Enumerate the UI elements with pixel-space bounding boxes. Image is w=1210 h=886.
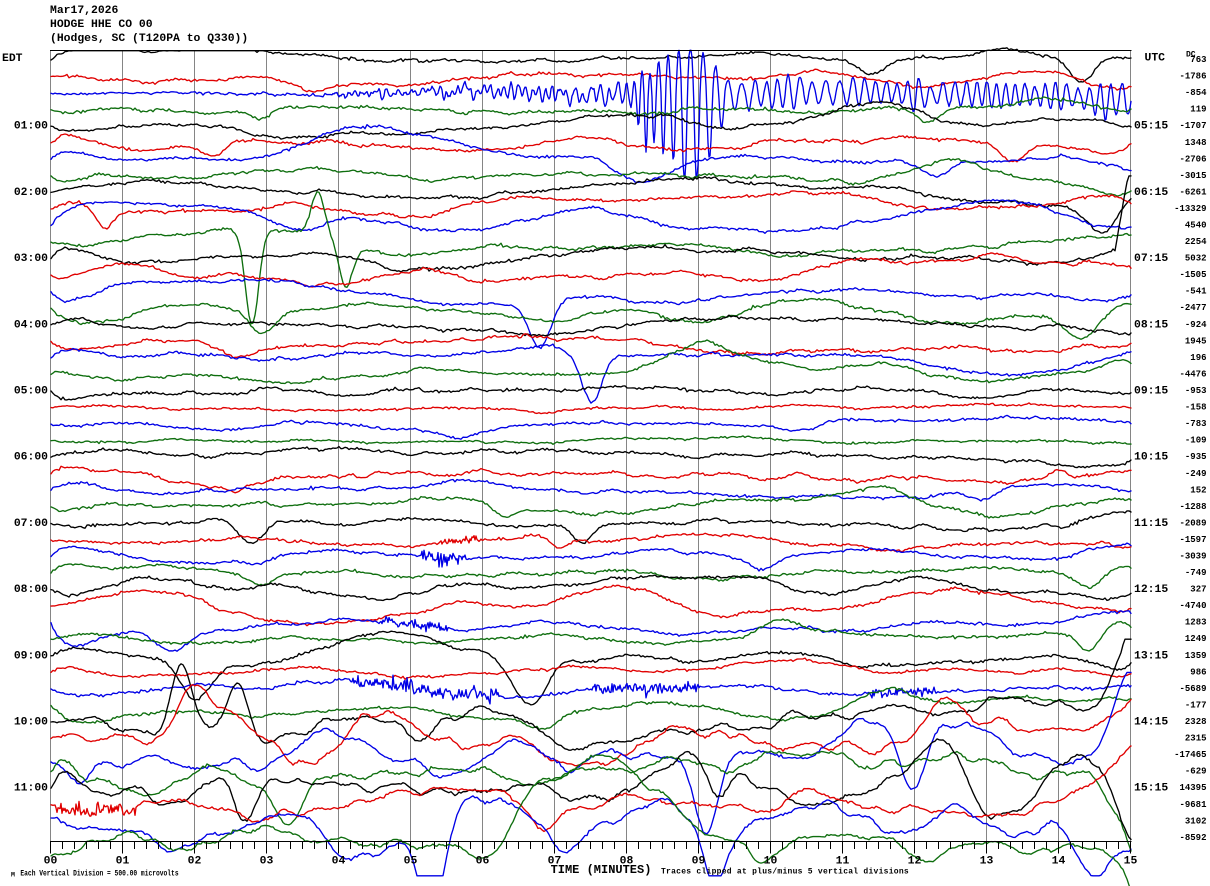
svg-text:-109: -109 xyxy=(1185,436,1207,446)
svg-text:04:00: 04:00 xyxy=(14,319,48,331)
svg-text:152: 152 xyxy=(1190,485,1206,495)
svg-text:11:00: 11:00 xyxy=(14,783,48,795)
svg-text:-5689: -5689 xyxy=(1179,684,1206,694)
svg-text:-953: -953 xyxy=(1185,386,1207,396)
svg-text:763: 763 xyxy=(1190,55,1206,65)
svg-text:1945: 1945 xyxy=(1185,336,1207,346)
svg-text:2254: 2254 xyxy=(1185,237,1207,247)
svg-text:-749: -749 xyxy=(1185,568,1207,578)
svg-text:-9681: -9681 xyxy=(1179,800,1207,810)
svg-text:1249: 1249 xyxy=(1185,634,1207,644)
svg-text:05:00: 05:00 xyxy=(14,386,48,398)
svg-text:Traces clipped at plus/minus 5: Traces clipped at plus/minus 5 vertical … xyxy=(661,868,909,877)
svg-text:15: 15 xyxy=(1124,856,1138,868)
svg-text:-629: -629 xyxy=(1185,767,1207,777)
svg-text:-1288: -1288 xyxy=(1179,502,1206,512)
svg-text:07:00: 07:00 xyxy=(14,518,48,530)
svg-text:-4476: -4476 xyxy=(1179,369,1206,379)
svg-text:EDT: EDT xyxy=(2,53,23,65)
svg-text:Each Vertical Division = 500.: Each Vertical Division = 500.00 microvol… xyxy=(20,870,178,879)
svg-text:01:00: 01:00 xyxy=(14,121,48,133)
svg-text:2315: 2315 xyxy=(1185,734,1207,744)
svg-text:-2477: -2477 xyxy=(1179,303,1206,313)
svg-text:-2089: -2089 xyxy=(1179,518,1206,528)
svg-text:Mar17,2026: Mar17,2026 xyxy=(50,5,119,17)
svg-text:02:00: 02:00 xyxy=(14,187,48,199)
svg-text:-783: -783 xyxy=(1185,419,1207,429)
svg-text:-854: -854 xyxy=(1185,88,1207,98)
svg-text:-177: -177 xyxy=(1185,701,1207,711)
svg-text:07: 07 xyxy=(548,856,562,868)
svg-text:00: 00 xyxy=(44,856,58,868)
svg-text:1359: 1359 xyxy=(1185,651,1207,661)
svg-text:M: M xyxy=(11,872,15,879)
svg-text:-935: -935 xyxy=(1185,452,1207,462)
svg-text:-13329: -13329 xyxy=(1174,204,1206,214)
svg-text:-4740: -4740 xyxy=(1179,601,1206,611)
svg-text:07:15: 07:15 xyxy=(1134,253,1168,265)
svg-text:1348: 1348 xyxy=(1185,138,1207,148)
svg-text:1283: 1283 xyxy=(1185,618,1207,628)
svg-text:196: 196 xyxy=(1190,353,1206,363)
svg-text:4540: 4540 xyxy=(1185,221,1207,231)
svg-text:-8592: -8592 xyxy=(1179,833,1206,843)
svg-text:-541: -541 xyxy=(1185,287,1207,297)
svg-text:2328: 2328 xyxy=(1185,717,1207,727)
svg-text:-1597: -1597 xyxy=(1179,535,1206,545)
svg-text:06:00: 06:00 xyxy=(14,452,48,464)
svg-text:-1505: -1505 xyxy=(1179,270,1206,280)
svg-text:14: 14 xyxy=(1052,856,1066,868)
svg-text:12:15: 12:15 xyxy=(1134,584,1168,596)
svg-text:12: 12 xyxy=(908,856,922,868)
svg-text:-158: -158 xyxy=(1185,403,1207,413)
svg-text:(Hodges, SC (T120PA to Q330)): (Hodges, SC (T120PA to Q330)) xyxy=(50,33,248,45)
svg-text:04: 04 xyxy=(332,856,346,868)
svg-text:08:00: 08:00 xyxy=(14,584,48,596)
svg-text:10:15: 10:15 xyxy=(1134,452,1168,464)
svg-text:DC: DC xyxy=(1186,51,1196,60)
svg-text:14:15: 14:15 xyxy=(1134,717,1168,729)
svg-text:-2706: -2706 xyxy=(1179,154,1206,164)
svg-text:986: 986 xyxy=(1190,667,1206,677)
svg-text:03:00: 03:00 xyxy=(14,253,48,265)
svg-text:-1707: -1707 xyxy=(1179,121,1206,131)
svg-text:15:15: 15:15 xyxy=(1134,783,1168,795)
svg-text:09:15: 09:15 xyxy=(1134,386,1168,398)
svg-text:02: 02 xyxy=(188,856,202,868)
svg-text:09: 09 xyxy=(692,856,706,868)
svg-text:08: 08 xyxy=(620,856,634,868)
svg-text:11:15: 11:15 xyxy=(1134,518,1168,530)
svg-text:05:15: 05:15 xyxy=(1134,121,1168,133)
svg-text:119: 119 xyxy=(1190,105,1206,115)
svg-text:5032: 5032 xyxy=(1185,254,1207,264)
svg-text:14395: 14395 xyxy=(1179,783,1206,793)
svg-text:09:00: 09:00 xyxy=(14,650,48,662)
svg-text:-1786: -1786 xyxy=(1179,72,1206,82)
svg-text:-17465: -17465 xyxy=(1174,750,1206,760)
svg-text:13: 13 xyxy=(980,856,994,868)
svg-text:-249: -249 xyxy=(1185,469,1207,479)
svg-text:3102: 3102 xyxy=(1185,816,1207,826)
svg-text:UTC: UTC xyxy=(1145,53,1166,65)
svg-text:01: 01 xyxy=(116,856,130,868)
svg-text:327: 327 xyxy=(1190,585,1206,595)
svg-text:03: 03 xyxy=(260,856,274,868)
svg-text:08:15: 08:15 xyxy=(1134,319,1168,331)
svg-text:06: 06 xyxy=(476,856,490,868)
svg-text:11: 11 xyxy=(836,856,850,868)
svg-text:-3015: -3015 xyxy=(1179,171,1206,181)
svg-text:10:00: 10:00 xyxy=(14,717,48,729)
svg-text:05: 05 xyxy=(404,856,418,868)
svg-text:06:15: 06:15 xyxy=(1134,187,1168,199)
svg-text:-924: -924 xyxy=(1185,320,1207,330)
svg-text:13:15: 13:15 xyxy=(1134,650,1168,662)
svg-text:-6261: -6261 xyxy=(1179,187,1207,197)
svg-text:10: 10 xyxy=(764,856,778,868)
svg-text:HODGE HHE CO 00: HODGE HHE CO 00 xyxy=(50,19,153,31)
svg-text:TIME (MINUTES): TIME (MINUTES) xyxy=(551,863,652,877)
svg-text:-3039: -3039 xyxy=(1179,552,1206,562)
